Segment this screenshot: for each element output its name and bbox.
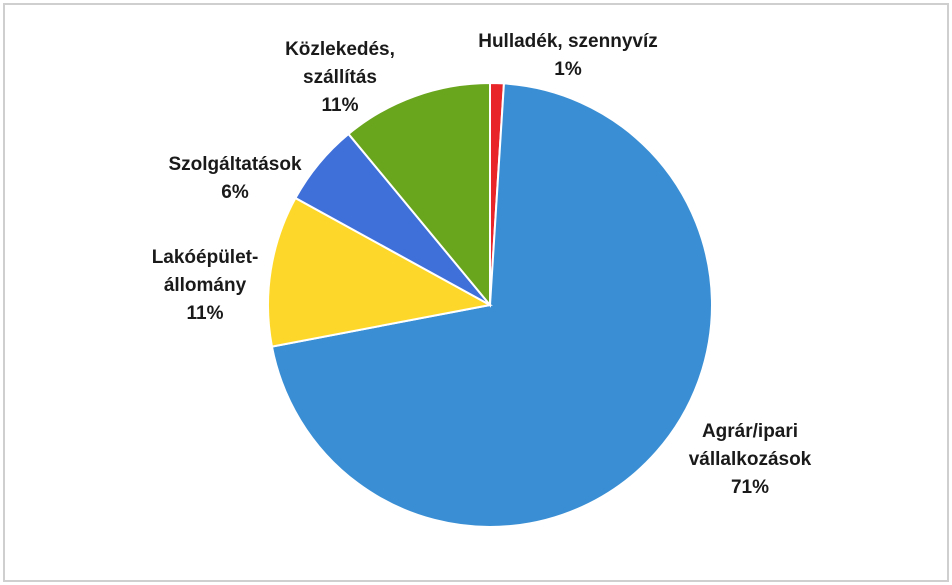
slice-label: állomány bbox=[164, 275, 247, 296]
slice-label: Hulladék, szennyvíz bbox=[478, 31, 658, 52]
slice-label: vállalkozások bbox=[689, 449, 812, 470]
pie-slice bbox=[347, 81, 491, 308]
slice-label: Szolgáltatások bbox=[168, 154, 301, 175]
slice-label: Közlekedés, bbox=[285, 39, 395, 60]
slice-value-label: 71% bbox=[731, 477, 769, 498]
slice-value-label: 1% bbox=[554, 59, 582, 80]
slice-label: szállítás bbox=[303, 67, 377, 88]
slice-label: Lakóépület- bbox=[152, 247, 259, 268]
pie-slice bbox=[267, 196, 493, 348]
slice-label: Agrár/ipari bbox=[702, 421, 798, 442]
slice-value-label: 6% bbox=[221, 182, 249, 203]
slice-value-label: 11% bbox=[187, 303, 224, 324]
slice-value-label: 11% bbox=[322, 95, 359, 116]
